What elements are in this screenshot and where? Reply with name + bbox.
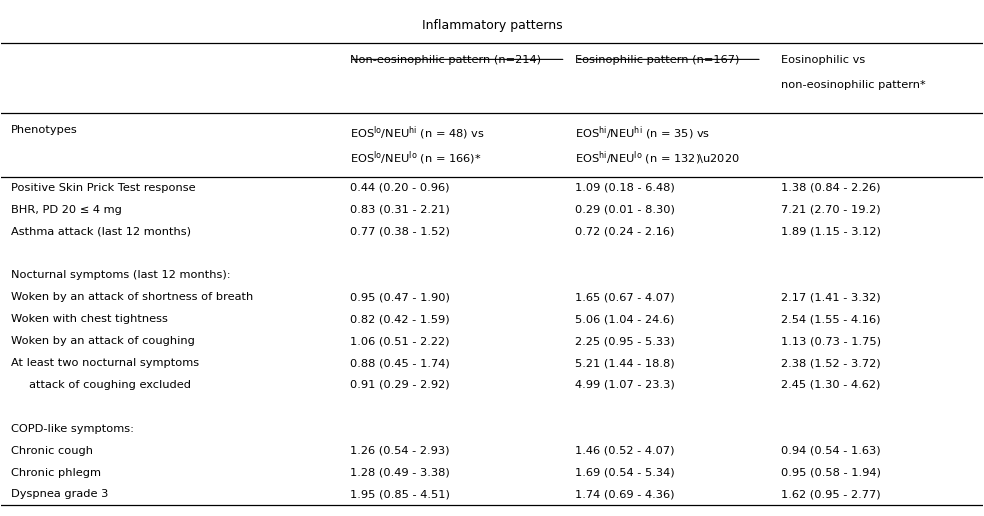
Text: Dyspnea grade 3: Dyspnea grade 3 [11,489,108,499]
Text: 1.69 (0.54 - 5.34): 1.69 (0.54 - 5.34) [576,467,675,477]
Text: Chronic cough: Chronic cough [11,446,93,456]
Text: 0.29 (0.01 - 8.30): 0.29 (0.01 - 8.30) [576,205,675,215]
Text: 5.21 (1.44 - 18.8): 5.21 (1.44 - 18.8) [576,358,675,368]
Text: 2.25 (0.95 - 5.33): 2.25 (0.95 - 5.33) [576,336,675,346]
Text: 1.46 (0.52 - 4.07): 1.46 (0.52 - 4.07) [576,446,675,456]
Text: 0.44 (0.20 - 0.96): 0.44 (0.20 - 0.96) [349,183,450,193]
Text: EOS$^{\mathregular{hi}}$/NEU$^{\mathregular{lo}}$ (n = 132)\u2020: EOS$^{\mathregular{hi}}$/NEU$^{\mathregu… [576,149,740,167]
Text: 1.26 (0.54 - 2.93): 1.26 (0.54 - 2.93) [349,446,450,456]
Text: Eosinophilic pattern (n=167): Eosinophilic pattern (n=167) [576,55,740,66]
Text: EOS$^{\mathregular{lo}}$/NEU$^{\mathregular{hi}}$ (n = 48) vs: EOS$^{\mathregular{lo}}$/NEU$^{\mathregu… [349,124,485,142]
Text: 1.28 (0.49 - 3.38): 1.28 (0.49 - 3.38) [349,467,450,477]
Text: Inflammatory patterns: Inflammatory patterns [422,20,562,33]
Text: non-eosinophilic pattern*: non-eosinophilic pattern* [781,80,926,90]
Text: 1.95 (0.85 - 4.51): 1.95 (0.85 - 4.51) [349,489,450,499]
Text: 1.89 (1.15 - 3.12): 1.89 (1.15 - 3.12) [781,227,882,237]
Text: Positive Skin Prick Test response: Positive Skin Prick Test response [11,183,196,193]
Text: 0.77 (0.38 - 1.52): 0.77 (0.38 - 1.52) [349,227,450,237]
Text: 2.54 (1.55 - 4.16): 2.54 (1.55 - 4.16) [781,314,881,324]
Text: 0.91 (0.29 - 2.92): 0.91 (0.29 - 2.92) [349,380,450,390]
Text: 7.21 (2.70 - 19.2): 7.21 (2.70 - 19.2) [781,205,881,215]
Text: 1.13 (0.73 - 1.75): 1.13 (0.73 - 1.75) [781,336,882,346]
Text: 2.45 (1.30 - 4.62): 2.45 (1.30 - 4.62) [781,380,881,390]
Text: 1.74 (0.69 - 4.36): 1.74 (0.69 - 4.36) [576,489,675,499]
Text: 1.09 (0.18 - 6.48): 1.09 (0.18 - 6.48) [576,183,675,193]
Text: 1.38 (0.84 - 2.26): 1.38 (0.84 - 2.26) [781,183,881,193]
Text: 0.88 (0.45 - 1.74): 0.88 (0.45 - 1.74) [349,358,450,368]
Text: 5.06 (1.04 - 24.6): 5.06 (1.04 - 24.6) [576,314,675,324]
Text: EOS$^{\mathregular{lo}}$/NEU$^{\mathregular{lo}}$ (n = 166)*: EOS$^{\mathregular{lo}}$/NEU$^{\mathregu… [349,149,481,167]
Text: 1.06 (0.51 - 2.22): 1.06 (0.51 - 2.22) [349,336,450,346]
Text: At least two nocturnal symptoms: At least two nocturnal symptoms [11,358,200,368]
Text: Woken by an attack of shortness of breath: Woken by an attack of shortness of breat… [11,293,254,302]
Text: COPD-like symptoms:: COPD-like symptoms: [11,424,134,434]
Text: Woken by an attack of coughing: Woken by an attack of coughing [11,336,195,346]
Text: Woken with chest tightness: Woken with chest tightness [11,314,168,324]
Text: 1.62 (0.95 - 2.77): 1.62 (0.95 - 2.77) [781,489,881,499]
Text: 0.83 (0.31 - 2.21): 0.83 (0.31 - 2.21) [349,205,450,215]
Text: 4.99 (1.07 - 23.3): 4.99 (1.07 - 23.3) [576,380,675,390]
Text: Chronic phlegm: Chronic phlegm [11,467,101,477]
Text: Phenotypes: Phenotypes [11,124,78,135]
Text: 1.65 (0.67 - 4.07): 1.65 (0.67 - 4.07) [576,293,675,302]
Text: BHR, PD 20 ≤ 4 mg: BHR, PD 20 ≤ 4 mg [11,205,122,215]
Text: Nocturnal symptoms (last 12 months):: Nocturnal symptoms (last 12 months): [11,270,231,281]
Text: 2.38 (1.52 - 3.72): 2.38 (1.52 - 3.72) [781,358,881,368]
Text: 2.17 (1.41 - 3.32): 2.17 (1.41 - 3.32) [781,293,881,302]
Text: 0.82 (0.42 - 1.59): 0.82 (0.42 - 1.59) [349,314,450,324]
Text: 0.94 (0.54 - 1.63): 0.94 (0.54 - 1.63) [781,446,881,456]
Text: Non-eosinophilic pattern (n=214): Non-eosinophilic pattern (n=214) [349,55,541,66]
Text: 0.72 (0.24 - 2.16): 0.72 (0.24 - 2.16) [576,227,675,237]
Text: 0.95 (0.58 - 1.94): 0.95 (0.58 - 1.94) [781,467,882,477]
Text: attack of coughing excluded: attack of coughing excluded [11,380,191,390]
Text: Eosinophilic vs: Eosinophilic vs [781,55,866,66]
Text: EOS$^{\mathregular{hi}}$/NEU$^{\mathregular{hi}}$ (n = 35) vs: EOS$^{\mathregular{hi}}$/NEU$^{\mathregu… [576,124,710,142]
Text: Asthma attack (last 12 months): Asthma attack (last 12 months) [11,227,191,237]
Text: 0.95 (0.47 - 1.90): 0.95 (0.47 - 1.90) [349,293,450,302]
